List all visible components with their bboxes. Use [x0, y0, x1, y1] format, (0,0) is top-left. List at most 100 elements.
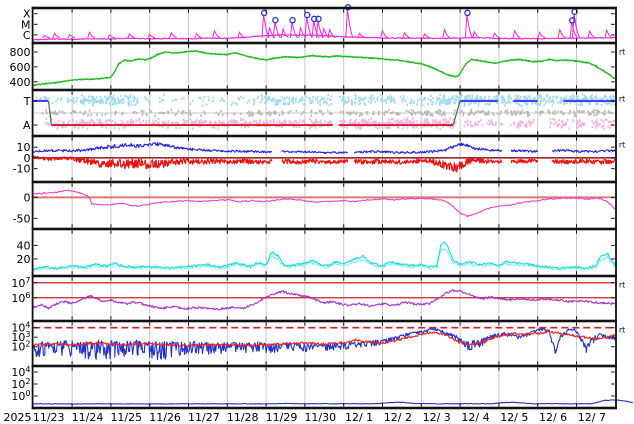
xray-spike: [127, 32, 136, 39]
series-bz-1: [33, 155, 273, 170]
xray-spike: [280, 27, 289, 39]
panel-border: [31, 134, 617, 138]
y-tick-label: 800: [10, 46, 31, 59]
realtime-label: rt: [619, 48, 625, 57]
flare-marker-icon: [310, 15, 318, 23]
xray-spike: [107, 34, 116, 39]
panel-border: [31, 41, 617, 45]
series-bz-3: [353, 157, 503, 173]
panel-imf-bz: [33, 137, 616, 181]
y-tick-label: -10: [13, 163, 31, 176]
xray-spike: [557, 28, 566, 39]
panel-electron-flux: [33, 277, 616, 320]
x-axis-day-label: 11/25: [110, 411, 142, 424]
x-axis-day-label: 11/27: [188, 411, 220, 424]
xray-spike: [345, 9, 354, 39]
realtime-label: rt: [619, 326, 625, 335]
panel-border: [31, 88, 617, 92]
y-tick-label: 102: [11, 377, 30, 391]
xray-spike: [512, 29, 521, 39]
sector-step-line: [47, 100, 53, 126]
panel-border: [31, 6, 617, 10]
series-bz-4: [510, 158, 539, 164]
mid-dots: [41, 108, 613, 118]
xray-spike: [422, 32, 431, 39]
panel-border: [31, 227, 617, 231]
xray-spike: [52, 32, 61, 39]
xray-spike: [604, 28, 613, 39]
y-tick-label: C: [23, 29, 31, 42]
xray-spike: [261, 14, 270, 39]
series-bz-2: [281, 158, 349, 165]
xray-spike: [304, 16, 313, 39]
panel-imf-sector: [33, 91, 616, 135]
x-axis-day-label: 11/26: [149, 411, 181, 424]
y-tick-label: -50: [13, 212, 31, 225]
series-dst: [33, 189, 616, 218]
x-axis-day-label: 12/ 2: [384, 411, 412, 424]
series-proton-red: [33, 330, 616, 348]
series-low-energy: [33, 399, 633, 405]
xray-spike: [87, 31, 96, 39]
panel-border: [31, 364, 617, 368]
xray-spike: [357, 32, 366, 39]
y-tick-label: 100: [11, 389, 30, 403]
series-b-total-5: [552, 149, 616, 154]
flare-marker-icon: [568, 17, 576, 24]
x-axis-day-label: 11/28: [227, 411, 259, 424]
flare-marker-icon: [315, 15, 322, 23]
y-tick-label: 10: [17, 141, 31, 154]
x-axis-day-label: 12/ 3: [423, 411, 451, 424]
series-electron: [33, 289, 616, 311]
panel-low-energy-flux: [33, 367, 633, 407]
xray-spike: [169, 31, 178, 39]
flare-marker-icon: [464, 9, 471, 17]
y-tick-label: 600: [10, 61, 31, 74]
away-dots: [44, 117, 616, 130]
panel-border: [31, 406, 617, 410]
y-tick-label: 106: [11, 291, 30, 305]
y-tick-label: T: [23, 95, 31, 108]
xray-spike: [492, 32, 501, 39]
panel-border: [31, 180, 617, 184]
xray-spike: [321, 26, 330, 39]
y-tick-label: 107: [11, 276, 30, 290]
xray-spike: [298, 26, 307, 39]
series-b-total-3: [354, 142, 503, 155]
xray-spike: [147, 33, 156, 39]
y-tick-label: 102: [11, 340, 30, 354]
y-tick-label: 0: [24, 152, 31, 165]
y-tick-label: 104: [11, 365, 30, 379]
panel-proton-density: [33, 230, 616, 275]
flare-marker-icon: [272, 16, 279, 24]
series-proton-blue: [33, 327, 616, 361]
y-tick-label: A: [23, 119, 31, 132]
x-axis-day-label: 11/23: [33, 411, 65, 424]
series-bz-5: [551, 158, 616, 165]
realtime-label: rt: [619, 281, 625, 290]
panel-border: [31, 274, 617, 278]
y-tick-label: M: [21, 18, 31, 31]
series-b-total-1: [33, 141, 273, 154]
y-tick-label: 104: [11, 321, 30, 335]
x-axis-day-label: 11/29: [266, 411, 298, 424]
series-b-total-2: [281, 150, 348, 154]
xray-spike: [67, 33, 76, 39]
x-axis-day-label: 12/ 7: [578, 411, 606, 424]
series-wind-speed: [33, 50, 616, 87]
panel-dst-index: [33, 183, 616, 228]
x-axis-day-label: 12/ 1: [345, 411, 373, 424]
realtime-label: rt: [619, 141, 625, 150]
x-axis-year-label: 2025: [4, 411, 32, 424]
panel-proton-flux: [33, 322, 616, 365]
y-tick-label: 400: [10, 76, 31, 89]
series-b-total-4: [510, 149, 538, 153]
series-density: [33, 241, 616, 271]
panel-border: [31, 319, 617, 323]
y-tick-label: 20: [17, 253, 31, 266]
y-tick-label: 40: [17, 239, 31, 252]
xray-spike: [194, 32, 203, 39]
xray-spike: [311, 20, 320, 39]
